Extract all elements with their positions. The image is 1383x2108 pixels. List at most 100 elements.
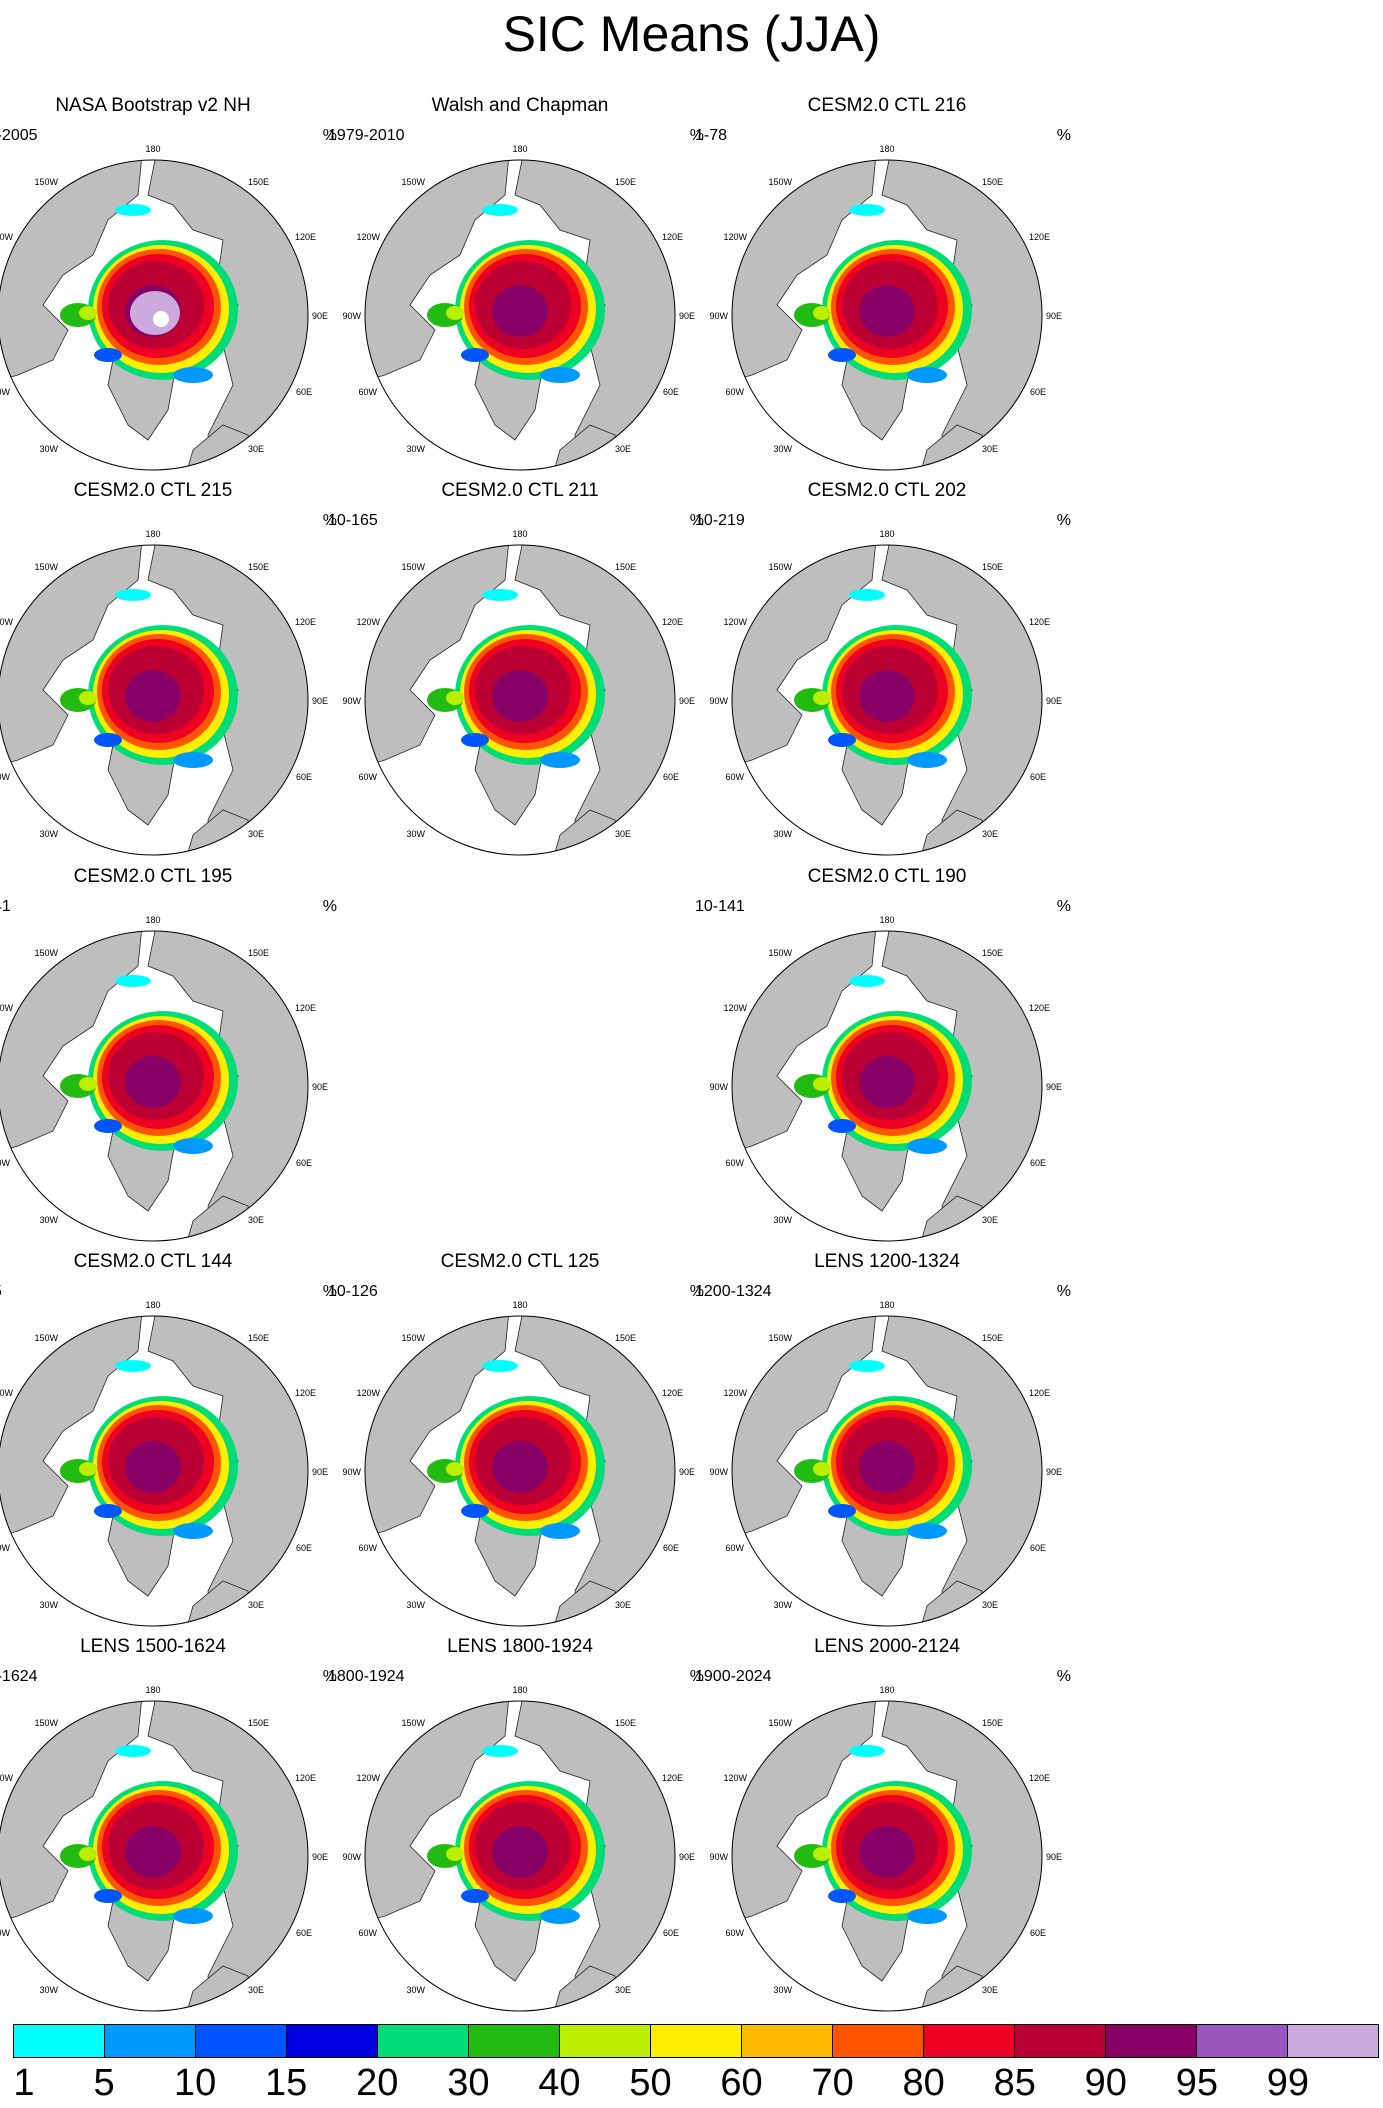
longitude-label: 60E: [1030, 772, 1046, 782]
panel-years: 10-219: [695, 512, 745, 529]
longitude-label: 120E: [662, 1388, 683, 1398]
longitude-label: 30E: [982, 444, 998, 454]
ice-patch-4: [849, 589, 885, 601]
panel-title: CESM2.0 CTL 202: [807, 480, 967, 501]
ice-patch-1: [446, 1462, 464, 1476]
map-border: [364, 1315, 676, 1627]
polar-map: 180090W90E150W120W60W30W150E120E60E30E: [709, 529, 1062, 856]
land-scandinavia: [916, 1580, 988, 1626]
ice-patch-1: [813, 1077, 831, 1091]
panel-unit: %: [322, 127, 337, 144]
ice-patch-4: [115, 589, 151, 601]
colorbar-label: 80: [902, 2062, 945, 2104]
map-panel: 180090W90E150W120W60W30W150E120E60E30E CE…: [687, 480, 1087, 860]
colorbar-labels: 1 5 10 15 20 30 40 50 60 70 80 85 90 95 99: [0, 2062, 1383, 2108]
longitude-label: 150W: [34, 1718, 58, 1728]
ice-contour-5: [492, 285, 548, 337]
map-panel: 180090W90E150W120W60W30W150E120E60E30ENA…: [0, 95, 353, 475]
longitude-label: 180: [145, 144, 160, 154]
map-panel: 180090W90E150W120W60W30W150E120E60E30ELE…: [320, 1636, 720, 2016]
colorbar-cell-9: [833, 2025, 924, 2057]
ice-patch-2: [94, 348, 122, 362]
ice-patch-1: [813, 691, 831, 705]
longitude-label: 90E: [1046, 311, 1062, 321]
land-scandinavia: [916, 1965, 988, 2011]
ice-patch-3: [540, 752, 580, 768]
longitude-label: 120W: [723, 232, 747, 242]
ice-patch-3: [907, 1908, 947, 1924]
panel-unit: %: [689, 512, 704, 529]
longitude-label: 30W: [39, 1215, 58, 1225]
longitude-label: 150E: [615, 562, 636, 572]
panel-years: 10-165: [328, 512, 378, 529]
longitude-label: 90W: [709, 1082, 728, 1092]
land-scandinavia: [182, 1580, 254, 1626]
longitude-label: 180: [879, 144, 894, 154]
longitude-label: 150E: [248, 562, 269, 572]
longitude-label: 60W: [358, 1928, 377, 1938]
longitude-label: 120W: [0, 1003, 14, 1013]
longitude-label: 30W: [406, 444, 425, 454]
ice-patch-1: [79, 1462, 97, 1476]
longitude-label: 30E: [248, 444, 264, 454]
map-panel: 180090W90E150W120W60W30W150E120E60E30ECE…: [320, 480, 720, 860]
ice-patch-3: [907, 1138, 947, 1154]
ice-contour-5: [492, 670, 548, 722]
panel-unit: %: [1056, 1668, 1071, 1685]
longitude-label: 90W: [342, 1467, 361, 1477]
figure-title: SIC Means (JJA): [502, 6, 881, 62]
panel-title: CESM2.0 CTL 144: [73, 1251, 233, 1272]
colorbar-label: 1: [13, 2062, 35, 2104]
longitude-label: 90E: [312, 696, 328, 706]
longitude-label: 30W: [773, 829, 792, 839]
panel-years: 1800-1924: [328, 1668, 405, 1685]
longitude-label: 120W: [356, 1773, 380, 1783]
colorbar-label: 30: [447, 2062, 490, 2104]
colorbar-label: 20: [356, 2062, 399, 2104]
colorbar-cell-13: [1197, 2025, 1288, 2057]
longitude-label: 150E: [982, 1718, 1003, 1728]
ice-patch-4: [482, 1745, 518, 1757]
longitude-label: 120W: [0, 617, 14, 627]
map-panel: 180090W90E150W120W60W30W150E120E60E30ELE…: [0, 1636, 353, 2016]
longitude-label: 120W: [356, 1388, 380, 1398]
longitude-label: 150E: [615, 177, 636, 187]
ice-patch-4: [849, 975, 885, 987]
ice-patch-2: [461, 1504, 489, 1518]
longitude-label: 60E: [663, 772, 679, 782]
longitude-label: 30E: [615, 1600, 631, 1610]
ice-patch-1: [813, 1847, 831, 1861]
ice-contour-5: [859, 1826, 915, 1878]
panel-unit: %: [322, 1283, 337, 1300]
ice-contour-5: [859, 1441, 915, 1493]
ice-patch-3: [173, 1523, 213, 1539]
longitude-label: 30W: [773, 444, 792, 454]
ice-patch-2: [828, 1504, 856, 1518]
longitude-label: 150W: [401, 177, 425, 187]
longitude-label: 60W: [0, 1158, 10, 1168]
panel-unit: %: [1056, 127, 1071, 144]
polar-map: 180090W90E150W120W60W30W150E120E60E30E: [709, 1685, 1062, 2012]
ice-patch-3: [907, 752, 947, 768]
map-panel: 180090W90E150W120W60W30W150E120E60E30ECE…: [320, 1251, 720, 1631]
polar-map: 180090W90E150W120W60W30W150E120E60E30E: [342, 1685, 695, 2012]
map-border: [731, 1315, 1043, 1627]
map-border: [364, 159, 676, 471]
longitude-label: 60W: [358, 772, 377, 782]
map-border: [364, 1700, 676, 2012]
panel-title: CESM2.0 CTL 125: [440, 1251, 600, 1272]
ice-patch-2: [94, 1119, 122, 1133]
ice-patch-4: [482, 204, 518, 216]
longitude-label: 60W: [725, 1158, 744, 1168]
panel-title: CESM2.0 CTL 211: [441, 480, 599, 501]
longitude-label: 150W: [768, 562, 792, 572]
colorbar-label: 85: [993, 2062, 1036, 2104]
longitude-label: 150E: [982, 948, 1003, 958]
panel-title: LENS 2000-2124: [814, 1636, 960, 1657]
longitude-label: 90E: [312, 311, 328, 321]
longitude-label: 60E: [296, 772, 312, 782]
longitude-label: 60E: [1030, 1158, 1046, 1168]
longitude-label: 120E: [662, 1773, 683, 1783]
longitude-label: 90E: [312, 1852, 328, 1862]
longitude-label: 90W: [709, 1467, 728, 1477]
